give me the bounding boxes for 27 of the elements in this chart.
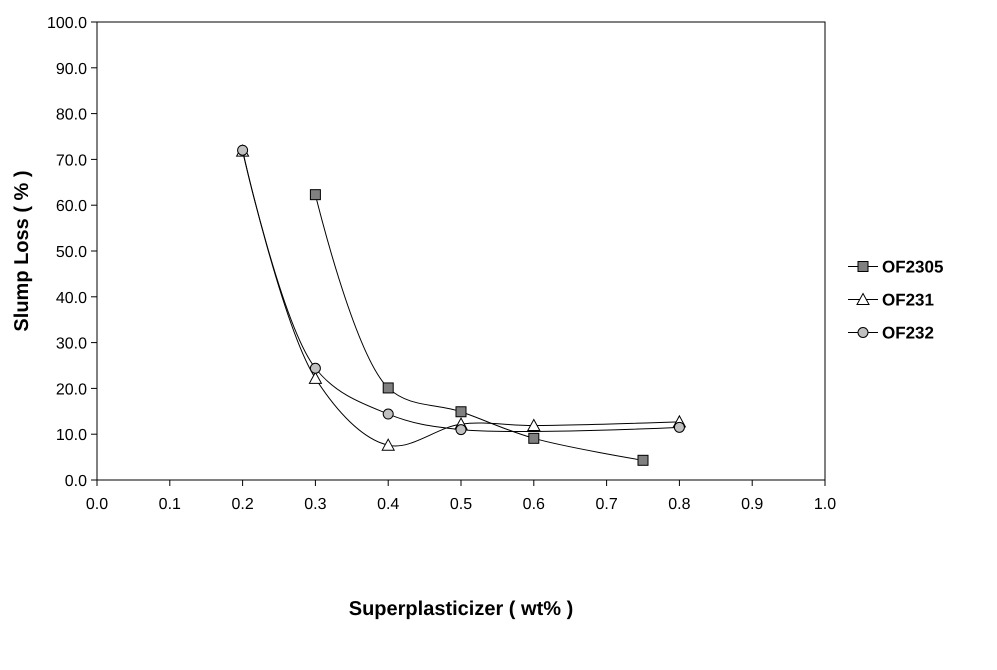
- x-tick-label: 0.9: [741, 496, 764, 513]
- x-tick-label: 0.6: [522, 496, 546, 513]
- x-tick-label: 1.0: [814, 496, 836, 513]
- x-tick-label: 0.7: [595, 496, 618, 513]
- y-tick-label: 0.0: [64, 473, 88, 490]
- y-tick-label: 70.0: [56, 152, 88, 170]
- y-tick-label: 40.0: [56, 290, 88, 307]
- legend-label: OF232: [882, 324, 934, 342]
- legend-label: OF231: [882, 290, 934, 310]
- x-tick-label: 0.8: [668, 496, 691, 513]
- x-tick-label: 0.2: [231, 496, 254, 513]
- legend-label: OF2305: [882, 258, 944, 276]
- y-tick-label: 50.0: [56, 244, 88, 261]
- y-tick-label: 20.0: [56, 381, 88, 398]
- y-tick-label: 90.0: [56, 60, 88, 78]
- y-tick-label: 60.0: [56, 198, 88, 216]
- y-tick-label: 10.0: [56, 427, 88, 444]
- x-tick-label: 0.1: [158, 496, 182, 513]
- y-tick-label: 80.0: [56, 106, 88, 124]
- x-tick-label: 0.4: [377, 496, 400, 513]
- x-axis-title: Superplasticizer ( wt% ): [348, 598, 574, 620]
- x-tick-label: 0.5: [450, 496, 472, 513]
- y-tick-label: 100.0: [46, 15, 88, 32]
- y-tick-label: 30.0: [56, 336, 88, 353]
- x-tick-label: 0.0: [86, 496, 108, 513]
- x-tick-label: 0.3: [304, 496, 327, 513]
- y-axis-title: Slump Loss ( % ): [11, 170, 33, 332]
